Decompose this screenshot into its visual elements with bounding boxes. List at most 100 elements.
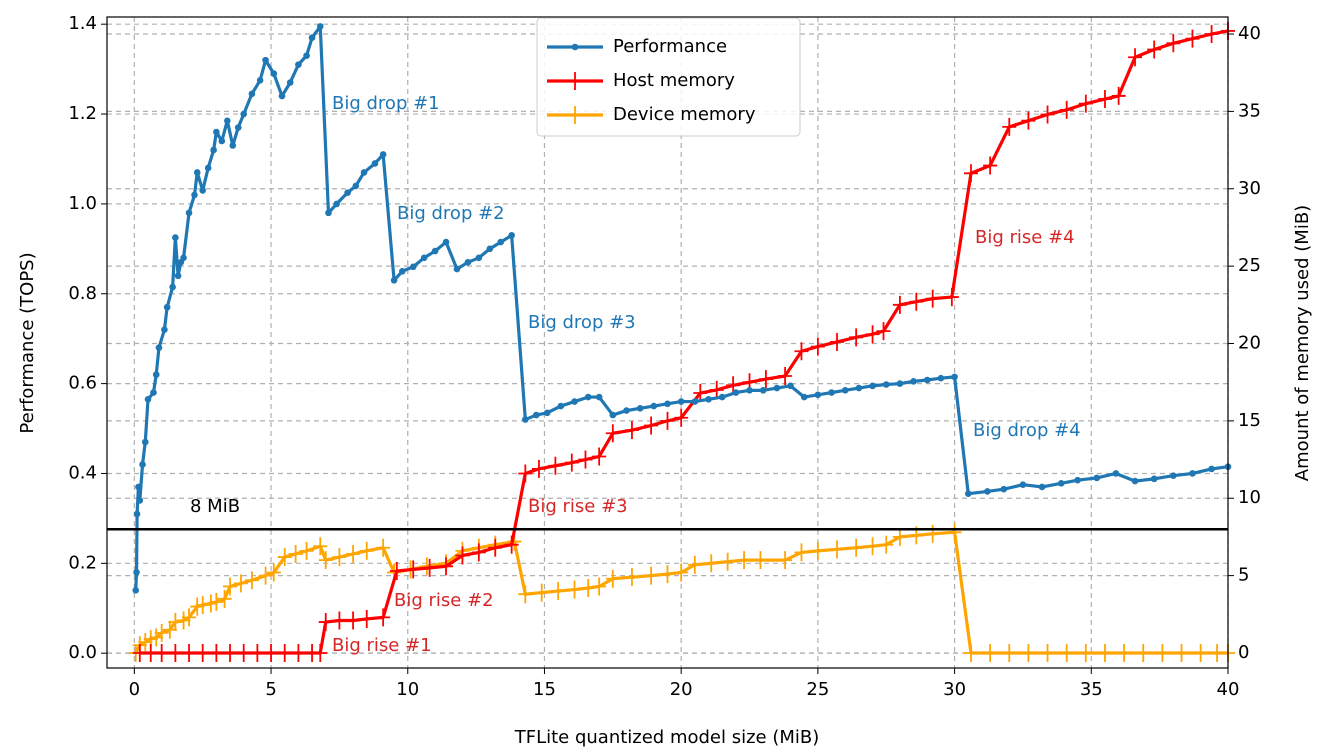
point bbox=[557, 402, 565, 410]
point bbox=[1021, 111, 1036, 130]
point bbox=[346, 611, 361, 630]
series-line bbox=[134, 530, 1228, 655]
point bbox=[360, 169, 368, 176]
point bbox=[471, 543, 486, 562]
point bbox=[371, 160, 379, 167]
point bbox=[677, 398, 685, 405]
x-tick-label: 25 bbox=[806, 679, 829, 700]
point bbox=[660, 565, 675, 584]
y-tick-label: 0.4 bbox=[68, 462, 97, 483]
point bbox=[486, 245, 494, 253]
x-axis-label: TFLite quantized model size (MiB) bbox=[514, 727, 820, 748]
point bbox=[1136, 643, 1151, 662]
point bbox=[266, 563, 281, 582]
annotation: Big drop #3 bbox=[528, 312, 636, 333]
point bbox=[869, 382, 876, 390]
point bbox=[963, 643, 978, 662]
point bbox=[439, 557, 454, 576]
point bbox=[1021, 643, 1036, 662]
point bbox=[674, 408, 689, 427]
point bbox=[584, 393, 592, 401]
x-tick-label: 30 bbox=[943, 679, 966, 700]
plot-frame bbox=[106, 16, 1229, 669]
point bbox=[431, 247, 439, 255]
x-tick-label: 20 bbox=[670, 679, 693, 700]
point bbox=[352, 182, 360, 190]
point bbox=[133, 569, 140, 576]
point bbox=[217, 589, 232, 608]
point bbox=[773, 384, 781, 392]
point bbox=[141, 438, 149, 446]
point bbox=[1174, 643, 1189, 662]
point bbox=[737, 551, 752, 570]
point bbox=[1185, 29, 1200, 48]
point bbox=[144, 396, 152, 403]
point bbox=[674, 563, 689, 582]
point bbox=[204, 164, 212, 172]
point bbox=[199, 187, 206, 194]
point bbox=[1131, 477, 1139, 485]
point bbox=[278, 92, 286, 100]
point bbox=[193, 169, 201, 176]
point bbox=[1040, 643, 1055, 662]
point bbox=[155, 344, 163, 351]
x-tick-label: 15 bbox=[533, 679, 556, 700]
point bbox=[548, 456, 563, 475]
point bbox=[168, 643, 183, 662]
point bbox=[660, 411, 675, 430]
point bbox=[564, 453, 579, 472]
point bbox=[213, 128, 220, 136]
point bbox=[359, 609, 374, 628]
point bbox=[892, 295, 907, 314]
point bbox=[303, 52, 310, 59]
point bbox=[139, 461, 146, 468]
point bbox=[595, 393, 603, 401]
point bbox=[746, 387, 753, 394]
point bbox=[909, 292, 924, 311]
point bbox=[624, 568, 639, 587]
point bbox=[636, 405, 644, 412]
point bbox=[963, 164, 978, 183]
point bbox=[1000, 485, 1008, 493]
legend-marker bbox=[571, 43, 579, 51]
point bbox=[865, 537, 880, 556]
x-tick-label: 5 bbox=[265, 679, 276, 700]
point bbox=[288, 544, 303, 563]
point bbox=[209, 643, 224, 662]
point bbox=[1128, 48, 1143, 67]
point bbox=[422, 558, 437, 577]
point bbox=[1117, 643, 1132, 662]
point bbox=[910, 378, 917, 385]
point bbox=[605, 424, 620, 443]
point bbox=[291, 643, 306, 662]
point bbox=[1166, 34, 1181, 53]
point bbox=[896, 380, 904, 387]
point bbox=[609, 411, 617, 419]
point bbox=[168, 613, 183, 632]
point bbox=[313, 537, 328, 556]
y-tick-label: 0.8 bbox=[68, 283, 97, 304]
point bbox=[522, 416, 529, 423]
point bbox=[691, 398, 699, 405]
point bbox=[258, 566, 273, 585]
annotation: Big rise #4 bbox=[975, 227, 1075, 248]
point bbox=[504, 535, 519, 554]
point bbox=[687, 555, 702, 574]
point bbox=[664, 400, 671, 408]
x-tick-label: 10 bbox=[396, 679, 419, 700]
point bbox=[571, 398, 578, 405]
point bbox=[316, 23, 324, 30]
point bbox=[163, 303, 171, 311]
point bbox=[964, 490, 972, 497]
point bbox=[1059, 100, 1074, 119]
reference-label: 8 MiB bbox=[190, 496, 240, 517]
point bbox=[879, 535, 894, 554]
point bbox=[865, 325, 880, 344]
point bbox=[475, 254, 483, 262]
point bbox=[1204, 25, 1219, 44]
point bbox=[154, 643, 169, 662]
point bbox=[223, 643, 238, 662]
point bbox=[1019, 481, 1027, 488]
point bbox=[442, 238, 450, 246]
point bbox=[1189, 470, 1196, 477]
